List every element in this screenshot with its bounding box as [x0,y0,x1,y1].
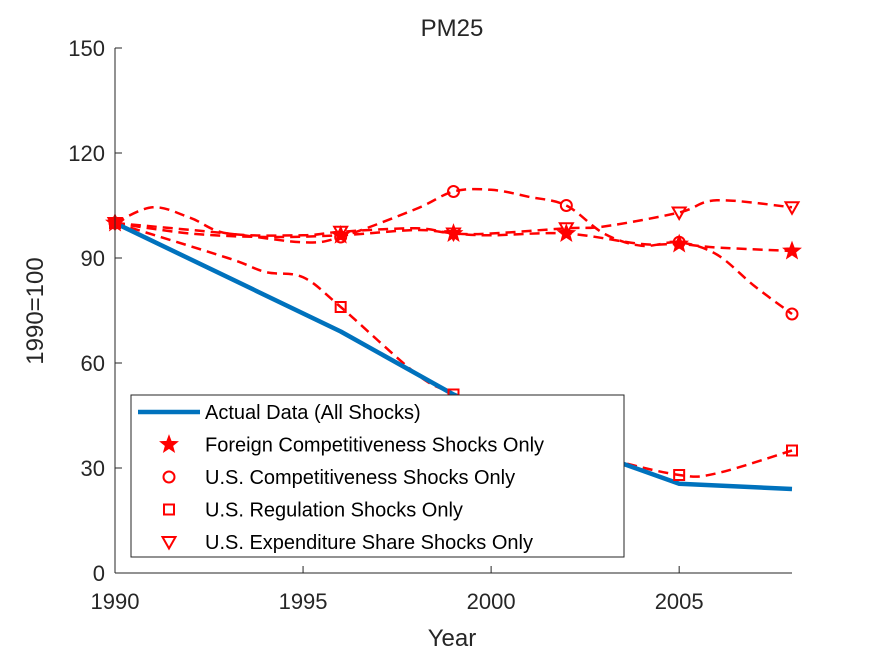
legend-box [130,394,625,558]
y-tick-label: 120 [68,141,105,166]
series-marker-2 [334,230,348,244]
x-ticks: 1990 1995 2000 2005 [91,566,704,614]
legend-entries: Actual Data (All Shocks) Foreign Competit… [138,402,544,554]
series-marker-4 [445,227,462,243]
legend-marker-3 [163,503,175,516]
series-marker-2 [672,235,686,249]
series-marker-3 [673,469,686,481]
series-line-3 [114,221,793,478]
x-tick-label: 2000 [467,589,516,614]
legend-label-4: U.S. Expenditure Share Shocks Only [205,532,533,554]
x-axis-title: Year [428,625,477,652]
legend-marker-1 [159,434,179,453]
chart-title: PM25 [421,15,484,42]
series-line-2 [114,187,793,316]
series-marker-1 [556,223,577,242]
legend-label-0: Actual Data (All Shocks) [205,402,421,424]
legend: Actual Data (All Shocks) Foreign Competit… [130,394,625,558]
series-marker-4 [332,225,349,241]
y-tick-label: 150 [68,36,105,61]
series-marker-1 [782,240,802,260]
y-ticks: 0 30 60 90 120 150 [68,36,122,586]
x-tick-label: 2005 [655,589,704,614]
series-marker-4 [558,222,575,237]
legend-label-2: U.S. Competitiveness Shocks Only [205,467,515,489]
legend-marker-2 [162,470,176,484]
series-marker-2 [447,185,460,198]
legend-label-1: Foreign Competitiveness Shocks Only [205,435,544,457]
legend-label-3: U.S. Regulation Shocks Only [205,500,463,522]
series-line-4 [114,199,793,237]
y-tick-label: 30 [81,456,105,481]
y-tick-label: 60 [81,351,105,376]
y-axis-title: 1990=100 [22,257,49,364]
y-tick-label: 90 [81,246,105,271]
series-marker-4 [783,201,801,216]
x-tick-label: 1995 [279,589,328,614]
series-marker-3 [786,444,798,457]
legend-marker-4 [160,536,178,551]
series-marker-4 [670,206,688,222]
series-marker-3 [334,301,347,313]
y-tick-label: 0 [93,561,105,586]
series-marker-1 [443,223,464,242]
series-marker-2 [559,199,573,212]
series-marker-2 [785,307,799,321]
x-tick-label: 1990 [91,589,140,614]
